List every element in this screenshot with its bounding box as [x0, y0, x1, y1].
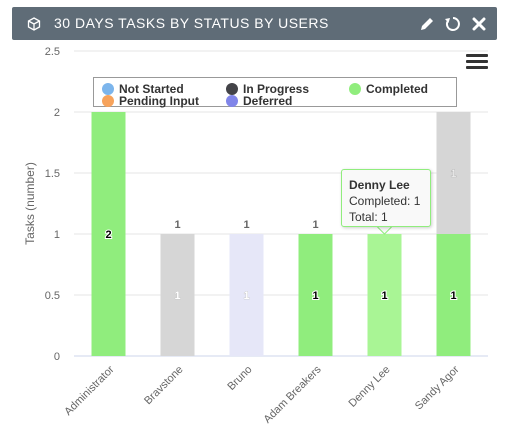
- bar: [229, 234, 264, 356]
- data-label: 1: [450, 290, 456, 302]
- legend-dot: [102, 83, 114, 95]
- legend-label: Deferred: [243, 94, 293, 108]
- widget-header: 30 DAYS TASKS BY STATUS BY USERS: [12, 7, 497, 40]
- y-tick-label: 1: [54, 229, 60, 241]
- legend-dot: [226, 95, 238, 107]
- x-tick-label: Administrator: [62, 363, 117, 418]
- y-tick-label: 0: [54, 351, 60, 363]
- legend-dot: [102, 95, 114, 107]
- data-label: 1: [381, 290, 387, 302]
- x-tick-label: Denny Lee: [347, 364, 393, 410]
- y-axis-label: Tasks (number): [23, 162, 37, 245]
- legend-label: Pending Input: [119, 94, 199, 108]
- y-tick-label: 1.5: [45, 168, 60, 180]
- total-label: 1: [243, 219, 249, 231]
- chart-area: 0 0.5 1 1.5 2 2.5 Tasks (number) 2 Administrator…: [0, 40, 508, 437]
- bar: [436, 234, 471, 356]
- legend-label: In Progress: [243, 82, 310, 96]
- y-tick-label: 0.5: [45, 290, 60, 302]
- widget-title: 30 DAYS TASKS BY STATUS BY USERS: [54, 15, 329, 31]
- bar-chart: 0 0.5 1 1.5 2 2.5 Tasks (number) 2 Administrator…: [23, 46, 488, 426]
- hamburger-menu-icon[interactable]: [466, 54, 488, 70]
- x-tick-label: Adam Breakers: [262, 363, 324, 425]
- pencil-icon[interactable]: [417, 7, 437, 40]
- data-label: 1: [450, 168, 456, 180]
- x-tick-label: Bravstone: [142, 364, 186, 408]
- legend-label: Completed: [366, 82, 429, 96]
- tooltip-line: Completed: 1: [349, 194, 421, 208]
- refresh-icon[interactable]: [442, 7, 464, 40]
- legend-item-completed[interactable]: Completed: [349, 82, 428, 96]
- bar-segment: [436, 112, 471, 234]
- bar: [298, 234, 333, 356]
- data-label: 1: [243, 290, 249, 302]
- total-label: 1: [312, 219, 318, 231]
- tooltip-title: Denny Lee: [349, 178, 410, 192]
- legend-item-pending-input[interactable]: Pending Input: [102, 94, 199, 108]
- bar: [91, 112, 126, 356]
- legend-item-deferred[interactable]: Deferred: [226, 94, 292, 108]
- data-label: 1: [174, 290, 180, 302]
- legend-dot: [226, 83, 238, 95]
- bar: [367, 234, 402, 356]
- data-label: 1: [312, 290, 318, 302]
- legend-dot: [349, 83, 361, 95]
- x-tick-label: Bruno: [225, 364, 254, 393]
- y-tick-label: 2.5: [45, 46, 60, 58]
- data-label: 2: [105, 229, 111, 241]
- bar: [160, 234, 195, 356]
- close-icon[interactable]: [469, 7, 489, 40]
- chart-legend: Not Started In Progress Completed Pendin…: [93, 77, 457, 108]
- y-tick-label: 2: [54, 107, 60, 119]
- chart-tooltip: Denny Lee Completed: 1 Total: 1: [341, 169, 431, 227]
- x-tick-label: Sandy Agor: [413, 363, 462, 412]
- tooltip-pointer: [377, 226, 392, 235]
- tooltip-line: Total: 1: [349, 210, 388, 224]
- legend-label: Not Started: [119, 82, 184, 96]
- cube-icon: [26, 7, 42, 40]
- legend-item-in-progress[interactable]: In Progress: [226, 82, 309, 96]
- total-label: 1: [174, 219, 180, 231]
- legend-item-not-started[interactable]: Not Started: [102, 82, 184, 96]
